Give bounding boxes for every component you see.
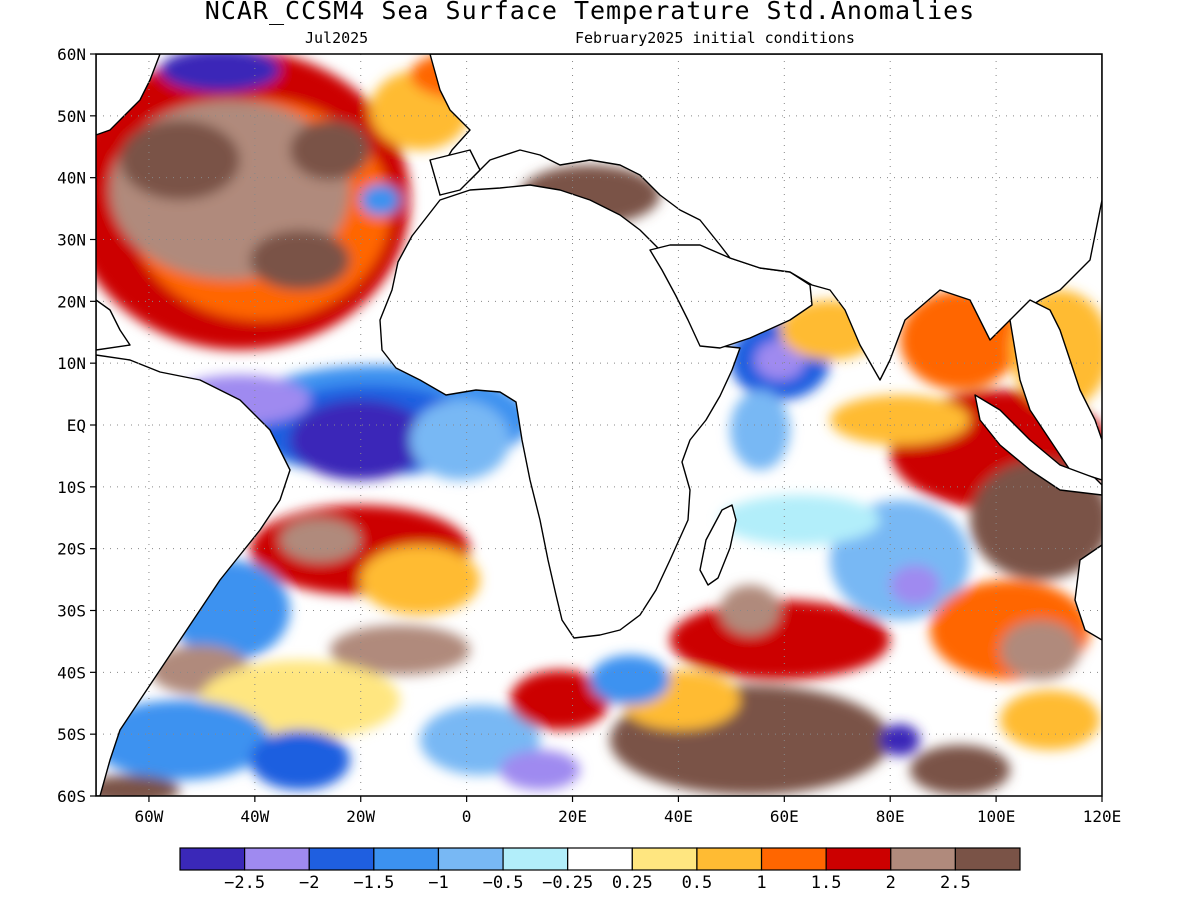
lat-tick-label: 30S bbox=[57, 602, 86, 621]
lat-tick-label: 20S bbox=[57, 540, 86, 559]
lon-tick-label: 100E bbox=[977, 807, 1016, 826]
lon-tick-label: 60W bbox=[134, 807, 163, 826]
south-america-land bbox=[96, 354, 291, 796]
lat-tick-label: 40N bbox=[57, 169, 86, 188]
colorbar-swatch bbox=[825, 847, 892, 871]
lat-tick-label: EQ bbox=[67, 416, 86, 435]
lon-tick-label: 20E bbox=[558, 807, 587, 826]
lat-tick-label: 60S bbox=[57, 787, 86, 806]
madagascar-land bbox=[699, 504, 737, 586]
indonesia-land bbox=[974, 394, 1102, 496]
colorbar-label: −1 bbox=[428, 873, 448, 893]
colorbar-swatch bbox=[179, 847, 246, 871]
lat-tick-label: 10S bbox=[57, 478, 86, 497]
colorbar-swatch bbox=[437, 847, 504, 871]
iberia-land bbox=[429, 149, 481, 196]
lat-tick-label: 10N bbox=[57, 354, 86, 373]
colorbar: −2.5 −2 −1.5 −1 −0.5 −0.25 0.25 0.5 1 1.5 2 2.5 bbox=[179, 847, 1021, 893]
arabia-land bbox=[649, 244, 813, 349]
colorbar-label: 0.25 bbox=[612, 873, 653, 893]
colorbar-swatch bbox=[244, 847, 310, 871]
colorbar-label: −0.5 bbox=[483, 873, 524, 893]
land-masses bbox=[96, 54, 1102, 796]
colorbar-swatch bbox=[373, 847, 440, 871]
north-america-land bbox=[96, 54, 161, 136]
colorbar-label: 2.5 bbox=[940, 873, 971, 893]
latitude-tick-labels: 60N 50N 40N 30N 20N 10N EQ 10S 20S 30S 40S 50S 60S bbox=[57, 45, 96, 806]
lat-tick-label: 50S bbox=[57, 725, 86, 744]
colorbar-swatch bbox=[760, 847, 827, 871]
colorbar-swatch bbox=[502, 847, 569, 871]
indochina-land bbox=[1009, 299, 1102, 481]
colorbar-swatch bbox=[308, 847, 375, 871]
lon-tick-label: 40E bbox=[664, 807, 693, 826]
colorbar-label: 2 bbox=[886, 873, 896, 893]
lat-tick-label: 40S bbox=[57, 663, 86, 682]
lon-tick-label: 80E bbox=[876, 807, 905, 826]
colorbar-label: −1.5 bbox=[353, 873, 394, 893]
map-title: NCAR_CCSM4 Sea Surface Temperature Std.A… bbox=[204, 0, 976, 25]
lat-tick-label: 60N bbox=[57, 45, 86, 64]
initial-conditions: February2025 initial conditions bbox=[575, 29, 855, 47]
lat-tick-label: 30N bbox=[57, 231, 86, 250]
central-america-land bbox=[96, 299, 131, 351]
longitude-tick-labels: 60W 40W 20W 0 20E 40E 60E 80E 100E 120E bbox=[134, 796, 1121, 826]
colorbar-label: 0.5 bbox=[682, 873, 713, 893]
lat-tick-label: 20N bbox=[57, 292, 86, 311]
australia-land bbox=[1074, 544, 1102, 641]
colorbar-label: 1.5 bbox=[811, 873, 842, 893]
lon-tick-label: 120E bbox=[1083, 807, 1122, 826]
colorbar-swatch bbox=[890, 847, 956, 871]
lon-tick-label: 60E bbox=[770, 807, 799, 826]
colorbar-swatch bbox=[567, 847, 633, 871]
lon-tick-label: 20W bbox=[346, 807, 375, 826]
lon-tick-label: 0 bbox=[462, 807, 472, 826]
lon-tick-label: 40W bbox=[240, 807, 269, 826]
colorbar-swatch bbox=[696, 847, 763, 871]
colorbar-label: −2.5 bbox=[224, 873, 265, 893]
forecast-month: Jul2025 bbox=[305, 29, 369, 47]
map-gridlines bbox=[96, 54, 1102, 796]
colorbar-label: −2 bbox=[299, 873, 319, 893]
colorbar-swatch bbox=[954, 847, 1021, 871]
colorbar-label: 1 bbox=[756, 873, 766, 893]
colorbar-label: −0.25 bbox=[542, 873, 593, 893]
lat-tick-label: 50N bbox=[57, 107, 86, 126]
africa-land bbox=[379, 184, 741, 639]
colorbar-swatch bbox=[631, 847, 698, 871]
